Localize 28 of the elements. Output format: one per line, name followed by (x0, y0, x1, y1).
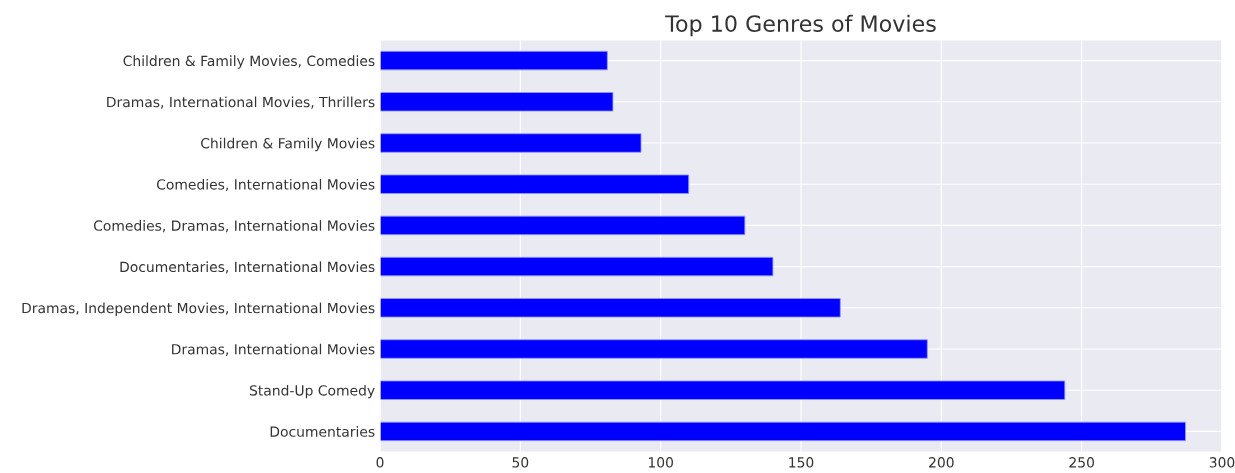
x-tick-label: 50 (512, 457, 529, 468)
bar (380, 256, 774, 277)
bar (380, 421, 1186, 442)
x-tick-label: 200 (929, 457, 954, 468)
bar (380, 298, 841, 318)
chart-title: Top 10 Genres of Movies (665, 14, 936, 37)
bar (380, 339, 928, 359)
bar (380, 174, 690, 194)
bar (380, 380, 1066, 400)
x-tick-label: 100 (648, 457, 673, 468)
bar (380, 92, 614, 112)
y-tick-label: Dramas, International Movies (172, 343, 375, 356)
x-tick-label: 250 (1069, 457, 1094, 468)
y-tick-label: Children & Family Movies (201, 137, 375, 152)
y-tick-label: Documentaries, International Movies (120, 261, 375, 274)
x-tick-label: 150 (789, 457, 814, 468)
bar (380, 215, 746, 236)
y-tick-label: Documentaries (270, 426, 375, 437)
y-tick-label: Dramas, Independent Movies, International Movies (22, 302, 375, 316)
x-tick-label: 0 (376, 457, 384, 468)
bar (380, 133, 642, 153)
x-tick-label: 300 (1209, 457, 1235, 468)
bar (380, 50, 608, 71)
y-tick-label: Comedies, Dramas, International Movies (93, 220, 375, 233)
y-tick-label: Comedies, International Movies (156, 178, 375, 192)
y-tick-label: Dramas, International Movies, Thrillers (107, 96, 375, 109)
y-tick-label: Stand-Up Comedy (249, 384, 375, 399)
y-tick-label: Children & Family Movies, Comedies (123, 55, 375, 69)
